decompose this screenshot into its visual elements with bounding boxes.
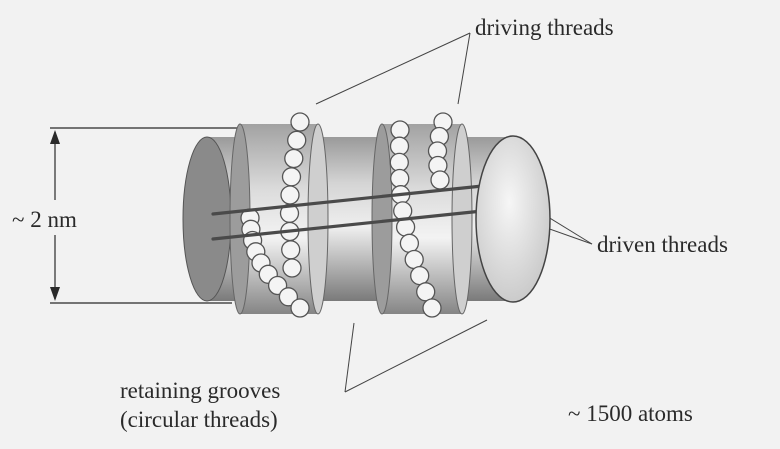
driving-threads-label: driving threads	[475, 15, 614, 40]
cylinder-right-cap	[475, 135, 551, 303]
left-ring-front-bead	[278, 287, 299, 307]
dimension-arrow-down	[50, 287, 60, 301]
driven-thread-upper	[211, 183, 494, 216]
right-ring-front-bead	[422, 298, 442, 318]
left-ring-back-bead	[290, 112, 310, 132]
retaining-leader-right	[344, 319, 488, 393]
dimension-arrow-up	[50, 130, 60, 144]
ring-left	[229, 123, 329, 315]
atom-count-label: ~ 1500 atoms	[568, 401, 693, 426]
right-ring-front-bead	[390, 120, 410, 140]
right-ring-front-bead	[404, 249, 424, 270]
retaining-grooves-label: retaining grooves	[120, 378, 281, 403]
ring-left-edge-b	[307, 123, 329, 315]
ring-right-edge-b	[451, 123, 473, 315]
cylinder-right-end	[475, 135, 551, 303]
left-ring-back-bead	[281, 240, 301, 260]
left-ring-back-bead	[287, 130, 307, 150]
diameter-label: ~ 2 nm	[12, 207, 77, 232]
diameter-dimension	[50, 127, 240, 304]
left-ring-back-bead	[284, 148, 304, 169]
right-ring-front-bead	[416, 282, 436, 302]
left-ring-back-bead	[282, 258, 302, 278]
circular-threads-label: (circular threads)	[120, 407, 278, 432]
left-ring-back-bead	[280, 185, 300, 205]
right-ring-front-bead	[389, 152, 409, 173]
driven-threads-label: driven threads	[597, 232, 728, 257]
right-ring-front-bead	[389, 136, 410, 156]
right-ring-front-bead	[410, 265, 430, 286]
left-ring-back-bead	[281, 167, 302, 187]
right-ring-front-bead	[390, 168, 410, 189]
driving-leader-left	[315, 32, 471, 105]
left-ring-front-bead	[290, 298, 310, 318]
driving-leader-right	[457, 32, 471, 105]
right-ring-front-bead	[399, 233, 420, 253]
ring-right-edge-a	[371, 123, 393, 315]
retaining-leader-left	[344, 322, 355, 393]
driven-threads	[211, 183, 494, 241]
cylinder-left-end	[182, 136, 232, 302]
right-ring-back-bead	[430, 170, 450, 190]
driven-thread-lower	[211, 208, 494, 241]
